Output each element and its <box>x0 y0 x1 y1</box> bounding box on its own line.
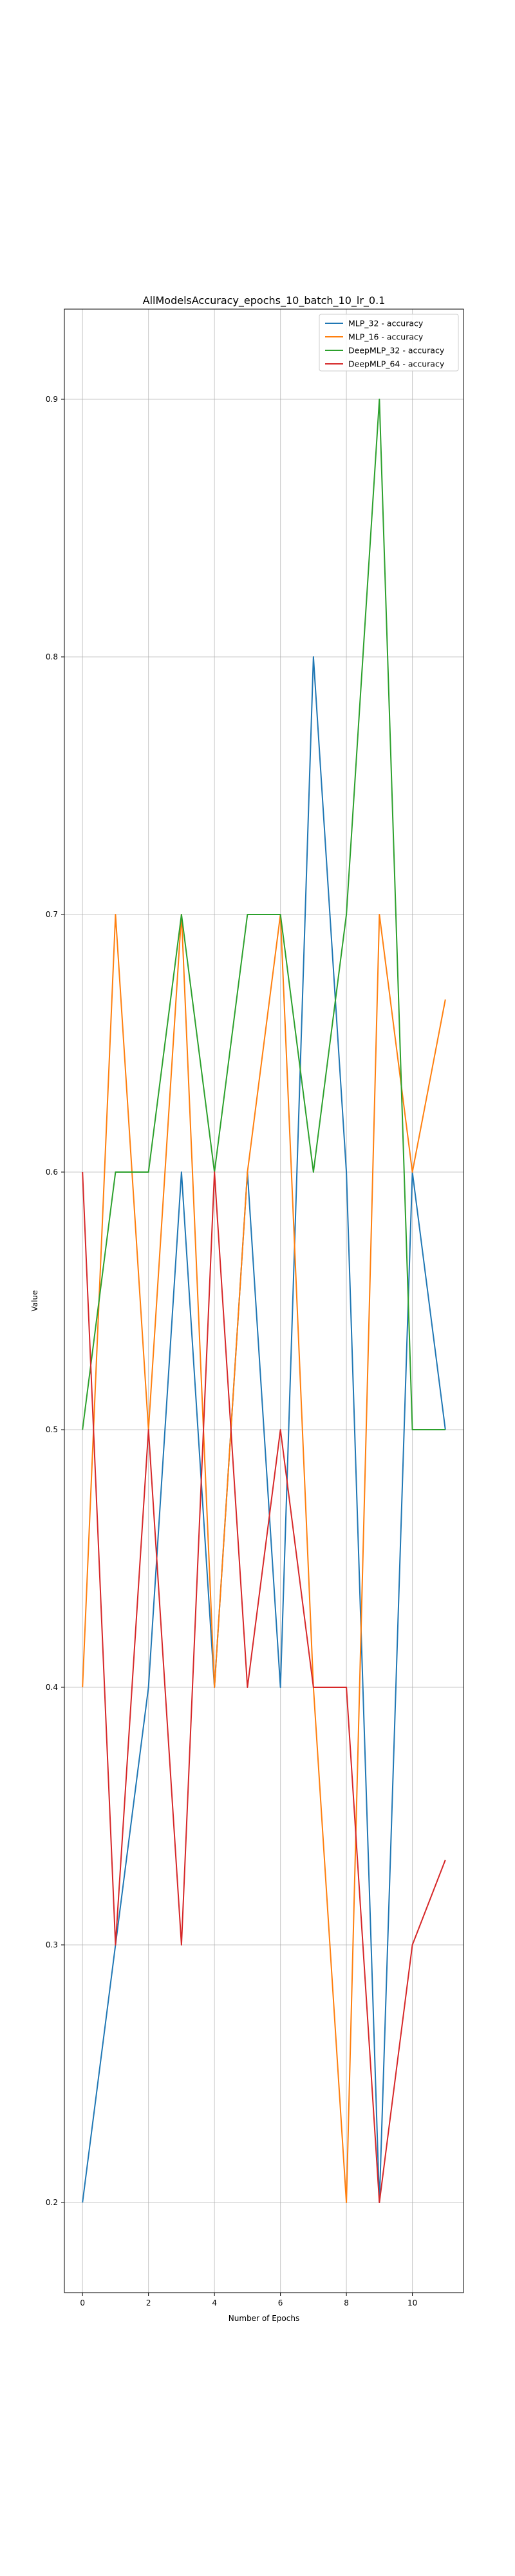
y-tick-label: 0.5 <box>46 1425 58 1434</box>
y-axis-label: Value <box>30 1291 39 1312</box>
legend-label-1: MLP_16 - accuracy <box>348 332 424 342</box>
y-tick-label: 0.3 <box>46 1940 58 1949</box>
x-tick-label: 0 <box>80 2298 85 2307</box>
series-line-3 <box>82 1171 446 2203</box>
y-tick-label: 0.4 <box>46 1683 58 1692</box>
legend: MLP_32 - accuracy MLP_16 - accuracy DeepML… <box>319 314 459 372</box>
x-tick-label: 10 <box>407 2298 417 2307</box>
x-tick-label: 6 <box>278 2298 283 2307</box>
y-axis-ticks: 0.2 0.3 0.4 0.5 0.6 0.7 0.8 0.9 <box>46 395 64 2207</box>
legend-box <box>319 314 459 372</box>
chart-title: AllModelsAccuracy_epochs_10_batch_10_lr_… <box>143 294 386 307</box>
x-tick-label: 4 <box>212 2298 217 2307</box>
legend-label-2: DeepMLP_32 - accuracy <box>348 346 445 355</box>
series-line-1 <box>82 914 446 2203</box>
series-line-0 <box>82 656 446 2203</box>
series-line-2 <box>82 399 445 1430</box>
y-tick-label: 0.8 <box>46 652 58 661</box>
x-tick-label: 2 <box>146 2298 151 2307</box>
plot-frame <box>64 308 464 2293</box>
y-tick-label: 0.9 <box>46 395 58 404</box>
x-axis-label: Number of Epochs <box>229 2314 299 2323</box>
series-lines <box>82 399 446 2203</box>
y-tick-label: 0.7 <box>46 910 58 919</box>
x-tick-label: 8 <box>344 2298 349 2307</box>
legend-label-3: DeepMLP_64 - accuracy <box>348 359 445 369</box>
legend-label-0: MLP_32 - accuracy <box>348 319 424 328</box>
y-tick-label: 0.6 <box>46 1168 58 1177</box>
y-tick-label: 0.2 <box>46 2198 58 2207</box>
x-axis-ticks: 0 2 4 6 8 10 <box>80 2293 417 2307</box>
grid <box>64 309 464 2293</box>
